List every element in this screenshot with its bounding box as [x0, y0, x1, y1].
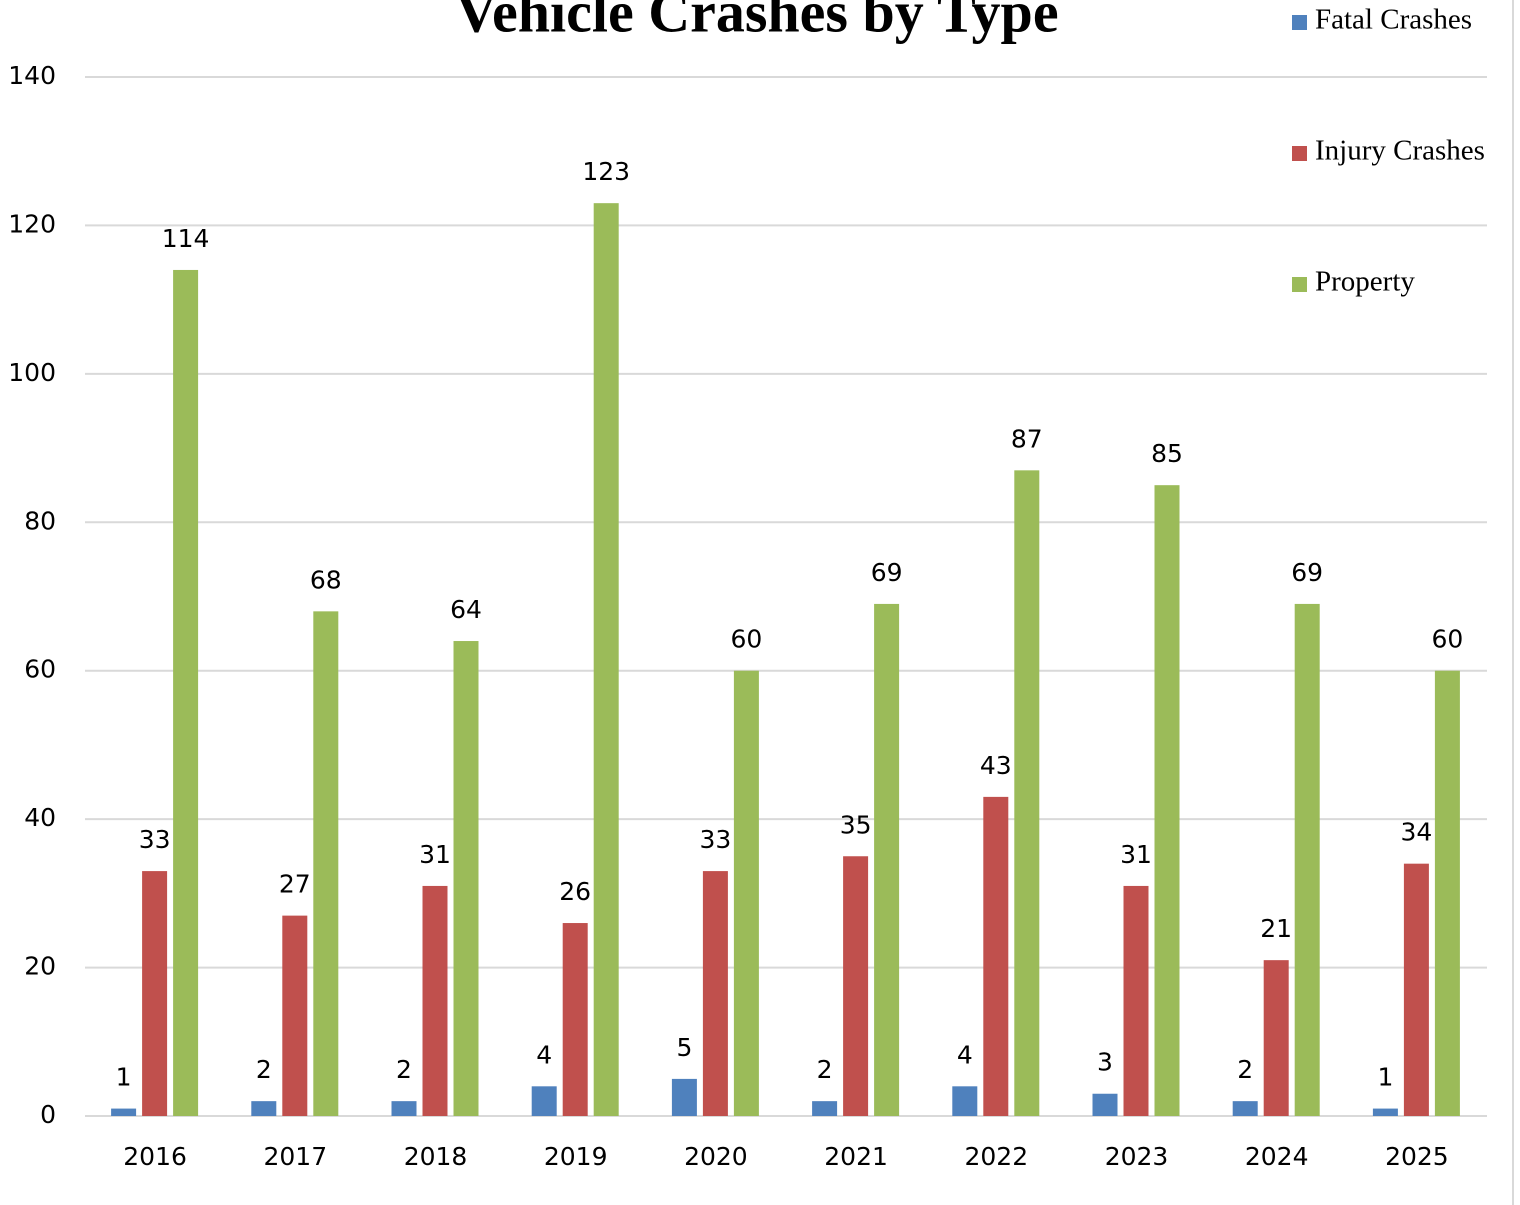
- data-label: 26: [559, 877, 591, 906]
- legend-label: Injury Crashes: [1315, 135, 1485, 167]
- bar: [1014, 470, 1040, 1117]
- bar: [983, 796, 1009, 1116]
- data-label: 31: [1120, 840, 1152, 869]
- x-tick-label: 2019: [544, 1142, 608, 1171]
- data-label: 21: [1260, 914, 1292, 943]
- bar: [111, 1108, 137, 1116]
- bar: [313, 611, 339, 1116]
- bar: [733, 670, 759, 1116]
- bar: [531, 1086, 557, 1116]
- x-tick-label: 2025: [1385, 1142, 1449, 1171]
- bar: [593, 203, 619, 1116]
- data-label: 43: [980, 751, 1012, 780]
- x-tick-label: 2022: [964, 1142, 1028, 1171]
- bar: [1294, 603, 1320, 1116]
- data-label: 34: [1400, 818, 1432, 847]
- bar: [453, 641, 479, 1116]
- bar: [843, 856, 869, 1116]
- data-label: 4: [957, 1040, 973, 1069]
- bar: [1232, 1101, 1258, 1116]
- bar: [1403, 863, 1429, 1116]
- legend-swatch: [1292, 277, 1307, 292]
- data-label: 2: [817, 1055, 833, 1084]
- data-label: 5: [676, 1033, 692, 1062]
- legend-label: Fatal Crashes: [1315, 4, 1472, 36]
- chart-title: Vehicle Crashes by Type: [455, 0, 1058, 44]
- data-label: 27: [279, 870, 311, 899]
- y-tick-label: 40: [24, 803, 56, 832]
- x-tick-label: 2017: [263, 1142, 327, 1171]
- data-label: 123: [582, 157, 630, 186]
- y-tick-label: 100: [8, 358, 56, 387]
- data-label: 69: [1291, 558, 1323, 587]
- bar: [173, 269, 199, 1116]
- data-label: 33: [699, 825, 731, 854]
- bar: [874, 603, 900, 1116]
- data-label: 31: [419, 840, 451, 869]
- bar: [1123, 885, 1149, 1116]
- bar: [142, 871, 168, 1116]
- bar: [562, 923, 588, 1116]
- y-tick-label: 0: [40, 1100, 56, 1129]
- bar: [812, 1101, 838, 1116]
- bar: [1434, 670, 1460, 1116]
- bar: [1092, 1093, 1118, 1116]
- legend-swatch: [1292, 146, 1307, 161]
- data-label: 85: [1151, 439, 1183, 468]
- data-label: 60: [1431, 625, 1463, 654]
- data-label: 2: [396, 1055, 412, 1084]
- data-label: 2: [1237, 1055, 1253, 1084]
- x-tick-label: 2023: [1105, 1142, 1169, 1171]
- bar: [671, 1078, 697, 1116]
- data-label: 114: [162, 224, 210, 253]
- data-label: 33: [139, 825, 171, 854]
- bar: [1263, 960, 1289, 1116]
- data-label: 60: [730, 625, 762, 654]
- bar: [391, 1101, 417, 1116]
- data-label: 1: [116, 1063, 132, 1092]
- x-tick-label: 2018: [404, 1142, 468, 1171]
- y-tick-label: 140: [8, 61, 56, 90]
- data-label: 68: [310, 565, 342, 594]
- data-label: 4: [536, 1040, 552, 1069]
- bar: [1154, 485, 1180, 1116]
- y-tick-label: 60: [24, 655, 56, 684]
- data-label: 2: [256, 1055, 272, 1084]
- y-tick-label: 20: [24, 952, 56, 981]
- y-tick-label: 80: [24, 506, 56, 535]
- bar: [702, 871, 728, 1116]
- bar: [251, 1101, 277, 1116]
- x-tick-label: 2021: [824, 1142, 888, 1171]
- x-tick-label: 2020: [684, 1142, 748, 1171]
- bar: [1372, 1108, 1398, 1116]
- legend-label: Property: [1315, 266, 1415, 298]
- data-label: 3: [1097, 1048, 1113, 1077]
- x-tick-label: 2024: [1245, 1142, 1309, 1171]
- y-tick-label: 120: [8, 209, 56, 238]
- bar: [952, 1086, 978, 1116]
- bar: [422, 885, 448, 1116]
- x-tick-label: 2016: [123, 1142, 187, 1171]
- legend-swatch: [1292, 15, 1307, 30]
- data-label: 1: [1377, 1063, 1393, 1092]
- bar: [282, 915, 308, 1116]
- data-label: 64: [450, 595, 482, 624]
- data-label: 87: [1011, 424, 1043, 453]
- data-label: 35: [840, 810, 872, 839]
- data-label: 69: [871, 558, 903, 587]
